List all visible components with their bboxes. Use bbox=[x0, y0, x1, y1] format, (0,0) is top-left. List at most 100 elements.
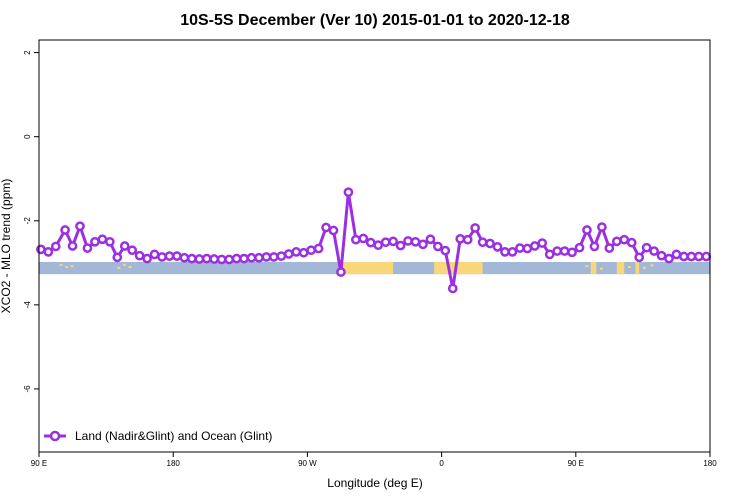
data-point bbox=[291, 247, 302, 257]
data-point bbox=[686, 251, 697, 262]
data-point bbox=[701, 251, 712, 262]
data-point bbox=[201, 253, 212, 264]
data-point bbox=[447, 283, 458, 294]
data-point bbox=[283, 249, 294, 259]
data-point bbox=[418, 239, 428, 250]
data-point bbox=[90, 236, 100, 247]
data-point bbox=[157, 252, 167, 262]
data-point bbox=[365, 237, 376, 248]
data-point bbox=[216, 254, 227, 265]
y-tick-label: 0 bbox=[23, 134, 32, 139]
data-point bbox=[522, 243, 533, 254]
data-point bbox=[455, 234, 466, 244]
series-layer bbox=[36, 187, 712, 294]
data-point bbox=[82, 243, 93, 253]
land-segment bbox=[635, 261, 640, 275]
data-point bbox=[50, 241, 61, 252]
land-ocean-band bbox=[39, 261, 710, 275]
data-point bbox=[194, 254, 205, 264]
data-point bbox=[119, 241, 130, 251]
data-point bbox=[149, 249, 160, 260]
data-point bbox=[634, 252, 645, 263]
data-point bbox=[589, 241, 600, 252]
data-point bbox=[97, 234, 108, 245]
data-point bbox=[656, 250, 667, 261]
data-point bbox=[388, 236, 398, 247]
y-tick-label: -2 bbox=[23, 217, 32, 225]
data-point bbox=[231, 253, 242, 264]
data-point bbox=[343, 187, 354, 198]
data-point bbox=[306, 245, 316, 256]
island-patch bbox=[65, 266, 69, 269]
data-point bbox=[641, 242, 652, 253]
data-point bbox=[142, 253, 152, 264]
data-point bbox=[492, 241, 503, 252]
x-axis-label: Longitude (deg E) bbox=[327, 476, 422, 490]
data-point bbox=[559, 246, 570, 256]
data-point bbox=[515, 243, 525, 253]
data-point bbox=[425, 234, 436, 245]
data-point bbox=[440, 245, 451, 256]
data-point bbox=[321, 222, 331, 233]
data-point bbox=[164, 251, 175, 261]
data-point bbox=[574, 242, 585, 253]
data-point bbox=[172, 251, 182, 261]
data-point bbox=[693, 251, 704, 262]
data-point bbox=[433, 241, 443, 252]
data-point bbox=[485, 238, 495, 249]
chart-title: 10S-5S December (Ver 10) 2015-01-01 to 2… bbox=[180, 12, 570, 29]
land-segment bbox=[340, 261, 394, 275]
island-patch bbox=[585, 265, 589, 268]
data-point bbox=[246, 252, 257, 263]
x-tick-label: 90 E bbox=[31, 459, 47, 468]
data-point bbox=[43, 247, 54, 257]
data-point bbox=[597, 222, 607, 232]
legend-label: Land (Nadir&Glint) and Ocean (Glint) bbox=[75, 429, 272, 443]
data-point bbox=[36, 244, 46, 255]
data-point bbox=[186, 253, 197, 264]
x-tick-label: 0 bbox=[439, 459, 444, 468]
data-point bbox=[403, 236, 413, 246]
data-point bbox=[537, 238, 548, 248]
data-point bbox=[209, 254, 220, 264]
data-point bbox=[470, 223, 480, 233]
data-point bbox=[67, 241, 78, 251]
data-point bbox=[649, 246, 659, 256]
legend: Land (Nadir&Glint) and Ocean (Glint) bbox=[44, 429, 272, 443]
data-point bbox=[313, 243, 324, 254]
x-tick-label: 180 bbox=[703, 459, 717, 468]
island-patch bbox=[59, 263, 63, 266]
legend-marker bbox=[49, 430, 61, 442]
x-axis: 90 E 180 90 W 0 90 E 180 bbox=[31, 452, 717, 468]
data-point bbox=[298, 247, 309, 258]
data-point bbox=[380, 237, 391, 248]
plot-frame bbox=[38, 39, 711, 453]
data-point bbox=[134, 250, 145, 261]
data-point bbox=[127, 245, 138, 256]
data-point bbox=[582, 225, 592, 235]
data-point bbox=[477, 237, 488, 248]
data-point bbox=[611, 236, 622, 247]
y-tick-label: 2 bbox=[23, 50, 32, 55]
data-point bbox=[224, 254, 234, 265]
data-point bbox=[664, 253, 674, 264]
island-patch bbox=[117, 266, 121, 269]
data-point bbox=[104, 236, 115, 247]
data-point bbox=[395, 240, 406, 251]
data-point bbox=[254, 252, 264, 263]
data-point bbox=[604, 243, 615, 253]
island-patch bbox=[642, 266, 646, 269]
data-point bbox=[276, 251, 287, 261]
data-point bbox=[239, 253, 249, 264]
island-patch bbox=[627, 266, 631, 269]
data-point bbox=[261, 252, 272, 262]
data-point bbox=[529, 241, 540, 251]
island-patch bbox=[650, 264, 654, 267]
island-patch bbox=[128, 266, 132, 269]
data-point bbox=[567, 247, 577, 258]
land-segment bbox=[616, 261, 625, 275]
data-point bbox=[179, 252, 190, 263]
data-point bbox=[507, 247, 518, 257]
data-point bbox=[626, 237, 637, 248]
